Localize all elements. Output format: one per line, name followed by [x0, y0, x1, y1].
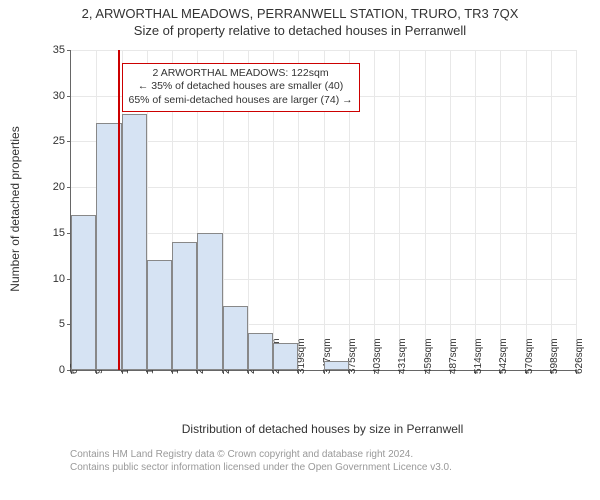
histogram-bar [273, 343, 298, 370]
property-marker-line [118, 50, 120, 370]
x-axis-label: Distribution of detached houses by size … [70, 422, 575, 436]
x-tick-label: 459sqm [423, 338, 434, 374]
gridline-vertical [500, 50, 501, 370]
footer-attribution: Contains HM Land Registry data © Crown c… [70, 448, 452, 474]
x-tick-label: 514sqm [473, 338, 484, 374]
gridline-vertical [399, 50, 400, 370]
gridline-vertical [450, 50, 451, 370]
annotation-line: 65% of semi-detached houses are larger (… [129, 94, 353, 108]
gridline-vertical [425, 50, 426, 370]
y-tick-label: 20 [53, 181, 71, 193]
x-tick-label: 487sqm [448, 338, 459, 374]
footer-line-1: Contains HM Land Registry data © Crown c… [70, 448, 452, 461]
x-tick-label: 598sqm [549, 338, 560, 374]
histogram-bar [248, 333, 273, 370]
y-tick-label: 5 [59, 318, 71, 330]
chart-plot-area: 0510152025303568sqm96sqm124sqm152sqm180s… [70, 50, 576, 371]
histogram-bar [197, 233, 222, 370]
y-tick-label: 30 [53, 90, 71, 102]
histogram-bar [71, 215, 96, 370]
title-address: 2, ARWORTHAL MEADOWS, PERRANWELL STATION… [0, 0, 600, 21]
gridline-vertical [374, 50, 375, 370]
histogram-bar [122, 114, 147, 370]
x-tick-label: 403sqm [372, 338, 383, 374]
gridline-vertical [576, 50, 577, 370]
histogram-bar [147, 260, 172, 370]
y-axis-label: Number of detached properties [8, 109, 22, 309]
annotation-line: 2 ARWORTHAL MEADOWS: 122sqm [129, 67, 353, 81]
x-tick-label: 542sqm [498, 338, 509, 374]
x-tick-label: 626sqm [574, 338, 585, 374]
footer-line-2: Contains public sector information licen… [70, 461, 452, 474]
gridline-vertical [551, 50, 552, 370]
gridline-vertical [526, 50, 527, 370]
title-subtitle: Size of property relative to detached ho… [0, 21, 600, 38]
gridline-vertical [475, 50, 476, 370]
y-tick-label: 35 [53, 44, 71, 56]
y-tick-label: 25 [53, 135, 71, 147]
annotation-line: ← 35% of detached houses are smaller (40… [129, 80, 353, 94]
histogram-bar [223, 306, 248, 370]
x-tick-label: 570sqm [524, 338, 535, 374]
y-tick-label: 10 [53, 273, 71, 285]
y-tick-label: 15 [53, 227, 71, 239]
histogram-bar [324, 361, 349, 370]
histogram-bar [172, 242, 197, 370]
x-tick-label: 431sqm [397, 338, 408, 374]
annotation-box: 2 ARWORTHAL MEADOWS: 122sqm← 35% of deta… [122, 63, 360, 112]
